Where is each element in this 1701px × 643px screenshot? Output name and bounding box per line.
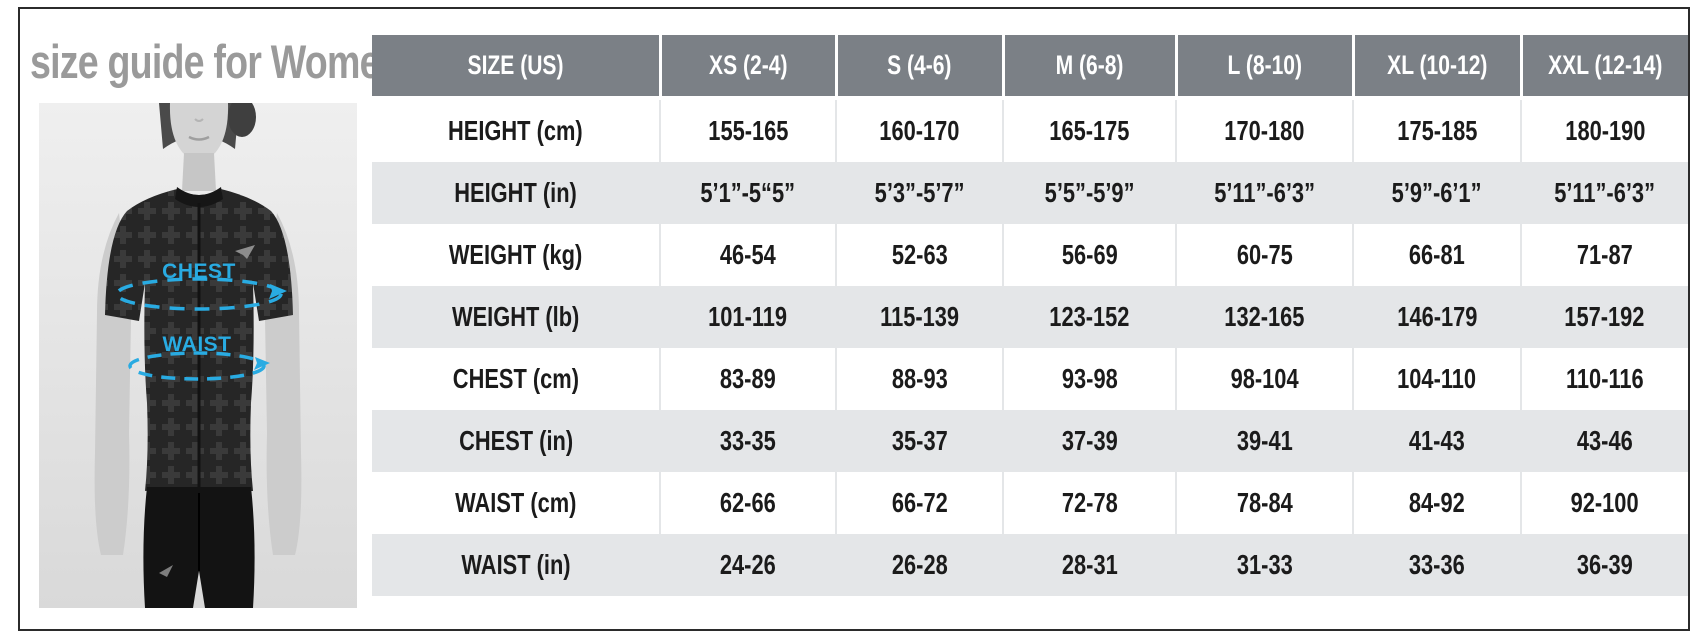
column-header-l: L (8-10): [1174, 35, 1353, 100]
table-cell: 33-36: [1353, 534, 1521, 596]
table-cell: 66-72: [835, 472, 1003, 534]
brand-logo-mark: [235, 245, 255, 259]
table-row-waist-cm: WAIST (cm) 62-66 66-72 72-78 78-84 84-92…: [372, 472, 1688, 534]
column-header-m: M (6-8): [1001, 35, 1176, 100]
page-title-text: size guide for Women: [30, 35, 403, 88]
table-row-weight-kg: WEIGHT (kg) 46-54 52-63 56-69 60-75 66-8…: [372, 224, 1688, 286]
column-header-xl: XL (10-12): [1351, 35, 1521, 100]
table-cell: 155-165: [659, 98, 836, 162]
jersey-collar: [175, 187, 223, 207]
table-cell: 123-152: [1003, 286, 1176, 348]
table-cell: 157-192: [1521, 286, 1688, 348]
table-cell: 160-170: [835, 98, 1003, 162]
table-cell: 92-100: [1520, 472, 1688, 534]
table-cell: 83-89: [659, 348, 836, 410]
waist-measure-ellipse: [128, 351, 266, 381]
table-cell: 52-63: [835, 224, 1003, 286]
table-cell: 104-110: [1352, 348, 1521, 410]
table-cell: 101-119: [660, 286, 836, 348]
row-label: WEIGHT (lb): [372, 286, 660, 348]
table-cell: 37-39: [1003, 410, 1176, 472]
table-cell: 175-185: [1352, 98, 1521, 162]
table-cell: 39-41: [1176, 410, 1353, 472]
table-cell: 132-165: [1176, 286, 1353, 348]
table-cell: 146-179: [1353, 286, 1521, 348]
table-cell: 56-69: [1002, 224, 1176, 286]
table-cell: 72-78: [1002, 472, 1176, 534]
table-cell: 66-81: [1352, 224, 1521, 286]
table-cell: 88-93: [835, 348, 1003, 410]
table-cell: 33-35: [660, 410, 836, 472]
row-label: WAIST (cm): [372, 472, 660, 534]
row-label: HEIGHT (cm): [372, 98, 660, 162]
fit-model-photo: CHEST WAIST: [39, 103, 357, 608]
nose: [194, 118, 204, 122]
row-label: WEIGHT (kg): [372, 224, 660, 286]
page-title: size guide for Women: [30, 34, 403, 89]
table-cell: 5’1”-5“5”: [660, 162, 836, 224]
table-cell: 110-116: [1520, 348, 1688, 410]
chest-measure-arrow-icon: [269, 284, 287, 299]
table-cell: 24-26: [660, 534, 836, 596]
table-cell: 5’3”-5’7”: [836, 162, 1003, 224]
table-cell: 115-139: [836, 286, 1003, 348]
table-row-height-in: HEIGHT (in) 5’1”-5“5” 5’3”-5’7” 5’5”-5’9…: [372, 162, 1688, 224]
table-cell: 41-43: [1353, 410, 1521, 472]
table-cell: 98-104: [1175, 348, 1353, 410]
table-row-weight-lb: WEIGHT (lb) 101-119 115-139 123-152 132-…: [372, 286, 1688, 348]
row-label: CHEST (in): [372, 410, 660, 472]
table-cell: 180-190: [1520, 98, 1688, 162]
header-row: SIZE (US) XS (2-4) S (4-6) M (6-8) L (8-…: [372, 35, 1688, 100]
table-cell: 46-54: [659, 224, 836, 286]
waist-measure-arrow-icon: [254, 357, 270, 370]
size-guide-table: SIZE (US) XS (2-4) S (4-6) M (6-8) L (8-…: [372, 35, 1688, 596]
column-header-xxl: XXL (12-14): [1519, 35, 1688, 100]
row-label: CHEST (cm): [372, 348, 660, 410]
fit-model-illustration: CHEST WAIST: [39, 103, 357, 608]
table-cell: 36-39: [1521, 534, 1688, 596]
waist-annotation-label: WAIST: [163, 333, 232, 356]
table-cell: 60-75: [1175, 224, 1353, 286]
row-label: HEIGHT (in): [372, 162, 660, 224]
table-cell: 5’11”-6’3”: [1176, 162, 1353, 224]
table-cell: 28-31: [1003, 534, 1176, 596]
table-cell: 62-66: [659, 472, 836, 534]
table-row-waist-in: WAIST (in) 24-26 26-28 28-31 31-33 33-36…: [372, 534, 1688, 596]
table-cell: 165-175: [1002, 98, 1176, 162]
table-cell: 26-28: [836, 534, 1003, 596]
table-cell: 170-180: [1175, 98, 1353, 162]
row-label: WAIST (in): [372, 534, 660, 596]
face: [169, 103, 229, 159]
column-header-xs: XS (2-4): [658, 35, 836, 100]
table-cell: 35-37: [836, 410, 1003, 472]
table-row-chest-in: CHEST (in) 33-35 35-37 37-39 39-41 41-43…: [372, 410, 1688, 472]
neck: [182, 153, 216, 191]
shorts-logo-mark: [159, 565, 173, 577]
table-row-chest-cm: CHEST (cm) 83-89 88-93 93-98 98-104 104-…: [372, 348, 1688, 410]
table-cell: 43-46: [1521, 410, 1688, 472]
table-cell: 5’5”-5’9”: [1003, 162, 1176, 224]
table-cell: 84-92: [1352, 472, 1521, 534]
chest-measure-ellipse: [115, 277, 283, 311]
table-cell: 78-84: [1175, 472, 1353, 534]
table-cell: 93-98: [1002, 348, 1176, 410]
table-cell: 71-87: [1520, 224, 1688, 286]
chest-annotation-label: CHEST: [162, 260, 236, 283]
table-cell: 5’11”-6’3”: [1521, 162, 1688, 224]
table-cell: 5’9”-6’1”: [1353, 162, 1521, 224]
lips: [188, 135, 210, 141]
table-row-height-cm: HEIGHT (cm) 155-165 160-170 165-175 170-…: [372, 98, 1688, 162]
table-cell: 31-33: [1176, 534, 1353, 596]
column-header-s: S (4-6): [834, 35, 1003, 100]
column-header-size: SIZE (US): [372, 35, 660, 100]
